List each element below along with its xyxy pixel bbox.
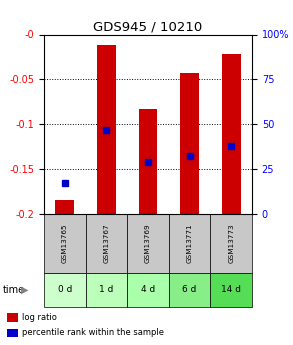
Bar — [55, 200, 74, 214]
Bar — [210, 214, 252, 273]
Text: GSM13767: GSM13767 — [103, 224, 109, 263]
Text: ▶: ▶ — [21, 285, 29, 295]
Text: 1 d: 1 d — [99, 285, 114, 294]
Bar — [44, 214, 86, 273]
Bar — [180, 73, 199, 214]
Text: 4 d: 4 d — [141, 285, 155, 294]
Text: GSM13773: GSM13773 — [228, 224, 234, 263]
Title: GDS945 / 10210: GDS945 / 10210 — [93, 20, 202, 33]
Bar — [127, 214, 169, 273]
Bar — [7, 313, 18, 322]
Bar — [44, 273, 86, 307]
Bar — [169, 214, 210, 273]
Text: GSM13765: GSM13765 — [62, 224, 68, 263]
Bar — [127, 273, 169, 307]
Bar — [7, 328, 18, 337]
Text: 0 d: 0 d — [57, 285, 72, 294]
Text: 14 d: 14 d — [221, 285, 241, 294]
Bar — [97, 45, 116, 214]
Bar — [169, 273, 210, 307]
Text: log ratio: log ratio — [22, 313, 57, 322]
Text: time: time — [3, 285, 25, 295]
Bar — [222, 54, 241, 214]
Bar — [210, 273, 252, 307]
Bar — [86, 273, 127, 307]
Bar — [139, 109, 157, 214]
Text: GSM13771: GSM13771 — [187, 224, 193, 263]
Text: GSM13769: GSM13769 — [145, 224, 151, 263]
Text: percentile rank within the sample: percentile rank within the sample — [22, 328, 164, 337]
Text: 6 d: 6 d — [182, 285, 197, 294]
Bar — [86, 214, 127, 273]
